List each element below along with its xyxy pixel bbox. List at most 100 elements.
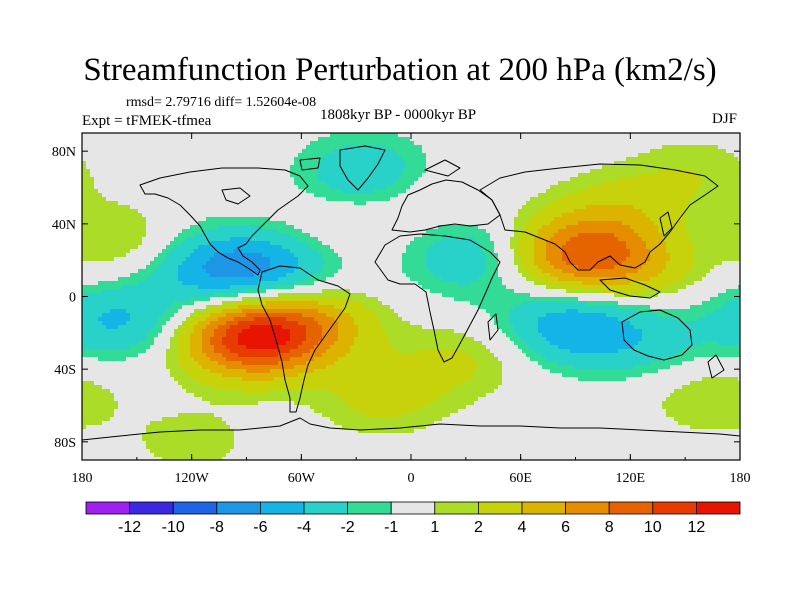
field-cell <box>202 405 207 410</box>
field-cell <box>234 221 239 226</box>
field-cell <box>118 401 123 406</box>
field-cell <box>154 141 159 146</box>
field-cell <box>190 381 195 386</box>
field-cell <box>142 437 147 442</box>
field-cell <box>250 373 255 378</box>
field-cell <box>306 189 311 194</box>
field-cell <box>306 357 311 362</box>
field-cell <box>254 293 259 298</box>
field-cell <box>86 221 91 226</box>
field-cell <box>250 285 255 290</box>
field-cell <box>286 153 291 158</box>
field-cell <box>158 213 163 218</box>
field-cell <box>102 201 107 206</box>
field-cell <box>138 317 143 322</box>
field-cell <box>210 181 215 186</box>
field-cell <box>278 361 283 366</box>
field-cell <box>246 253 251 258</box>
field-cell <box>158 221 163 226</box>
field-cell <box>130 393 135 398</box>
field-cell <box>90 325 95 330</box>
field-cell <box>298 293 303 298</box>
field-cell <box>218 265 223 270</box>
field-cell <box>90 233 95 238</box>
field-cell <box>174 209 179 214</box>
field-cell <box>122 249 127 254</box>
field-cell <box>126 397 131 402</box>
field-cell <box>150 201 155 206</box>
field-cell <box>118 273 123 278</box>
field-cell <box>106 201 111 206</box>
field-cell <box>182 353 187 358</box>
field-cell <box>262 361 267 366</box>
field-cell <box>186 301 191 306</box>
field-cell <box>94 193 99 198</box>
field-cell <box>202 449 207 454</box>
field-cell <box>158 153 163 158</box>
field-cell <box>110 265 115 270</box>
field-cell <box>146 205 151 210</box>
field-cell <box>306 165 311 170</box>
field-cell <box>138 333 143 338</box>
field-cell <box>214 141 219 146</box>
field-cell <box>258 245 263 250</box>
field-cell <box>150 353 155 358</box>
field-cell <box>282 241 287 246</box>
field-cell <box>150 401 155 406</box>
field-cell <box>158 437 163 442</box>
field-cell <box>154 281 159 286</box>
field-cell <box>314 177 319 182</box>
field-cell <box>242 193 247 198</box>
field-cell <box>226 277 231 282</box>
field-cell <box>254 145 259 150</box>
field-cell <box>206 309 211 314</box>
field-cell <box>302 173 307 178</box>
field-cell <box>106 269 111 274</box>
field-cell <box>214 133 219 138</box>
field-cell <box>194 233 199 238</box>
field-cell <box>174 373 179 378</box>
field-cell <box>146 281 151 286</box>
field-cell <box>206 317 211 322</box>
field-cell <box>126 429 131 434</box>
field-cell <box>290 193 295 198</box>
field-cell <box>318 321 323 326</box>
field-cell <box>206 161 211 166</box>
field-cell <box>238 197 243 202</box>
field-cell <box>90 273 95 278</box>
field-cell <box>130 141 135 146</box>
field-cell <box>202 257 207 262</box>
field-cell <box>218 293 223 298</box>
field-cell <box>294 385 299 390</box>
field-cell <box>182 217 187 222</box>
field-cell <box>102 165 107 170</box>
field-cell <box>134 305 139 310</box>
field-cell <box>178 453 183 458</box>
field-cell <box>94 369 99 374</box>
field-cell <box>86 417 91 422</box>
field-cell <box>178 185 183 190</box>
field-cell <box>230 241 235 246</box>
field-cell <box>150 293 155 298</box>
field-cell <box>314 261 319 266</box>
field-cell <box>198 425 203 430</box>
field-cell <box>202 253 207 258</box>
field-cell <box>134 333 139 338</box>
field-cell <box>106 377 111 382</box>
field-cell <box>130 281 135 286</box>
field-cell <box>254 333 259 338</box>
field-cell <box>138 181 143 186</box>
field-cell <box>322 381 327 386</box>
field-cell <box>246 385 251 390</box>
field-cell <box>150 337 155 342</box>
field-cell <box>166 321 171 326</box>
field-cell <box>258 353 263 358</box>
field-cell <box>238 333 243 338</box>
field-cell <box>246 401 251 406</box>
field-cell <box>150 153 155 158</box>
field-cell <box>282 145 287 150</box>
field-cell <box>98 325 103 330</box>
field-cell <box>218 217 223 222</box>
field-cell <box>150 289 155 294</box>
field-cell <box>210 153 215 158</box>
